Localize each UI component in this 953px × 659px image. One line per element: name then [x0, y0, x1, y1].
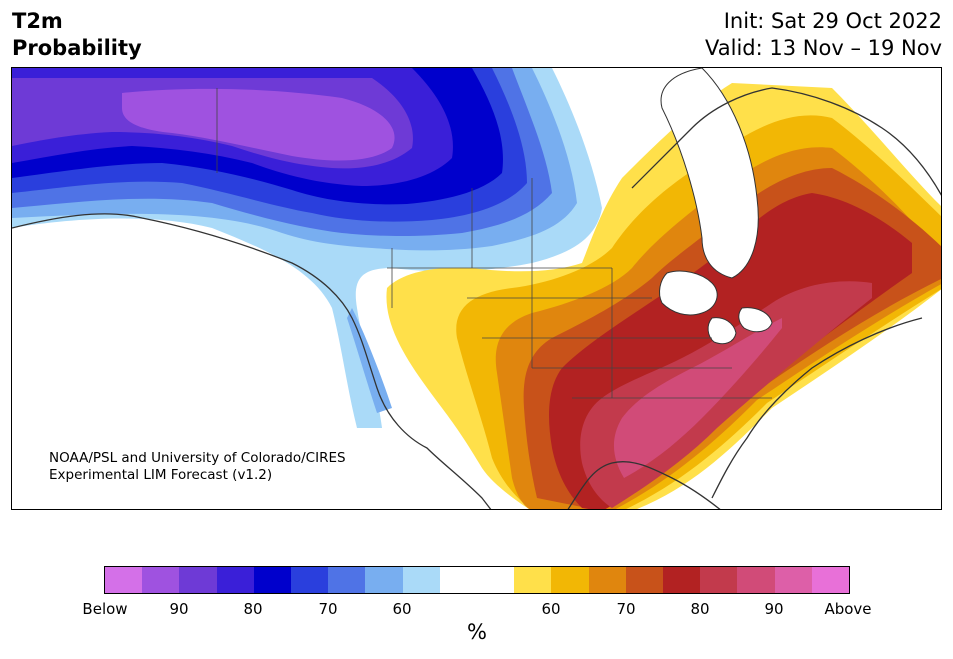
colorbar-swatch [365, 567, 403, 593]
colorbar-swatch [774, 567, 812, 593]
colorbar-tick-below: Below [82, 600, 128, 618]
title-line-2: Probability [12, 36, 142, 60]
colorbar-swatch [253, 567, 292, 593]
colorbar-tick-above-60: 60 [541, 600, 561, 618]
colorbar-swatch [216, 567, 254, 593]
colorbar-swatch [700, 567, 738, 593]
colorbar-unit: % [467, 620, 487, 644]
colorbar-tick-below-60: 60 [392, 600, 412, 618]
colorbar-swatch [179, 567, 217, 593]
colorbar-swatch [737, 567, 775, 593]
colorbar-swatch [142, 567, 180, 593]
lake-superior-shape [659, 270, 718, 316]
colorbar-swatch [551, 567, 589, 593]
colorbar-swatch [811, 567, 850, 593]
init-date: Init: Sat 29 Oct 2022 [723, 9, 942, 33]
forecast-dates: Init: Sat 29 Oct 2022 Valid: 13 Nov – 19… [705, 8, 942, 62]
water-bodies [659, 68, 773, 345]
colorbar-swatch [291, 567, 329, 593]
probability-colorbar [104, 566, 850, 594]
cold-anomaly-region [12, 68, 602, 428]
forecast-map [11, 67, 942, 510]
colorbar-tick-above-90: 90 [764, 600, 784, 618]
colorbar-swatch [514, 567, 552, 593]
credit-line-1: NOAA/PSL and University of Colorado/CIRE… [49, 450, 346, 466]
colorbar-swatch [328, 567, 366, 593]
hudson-bay-shape [660, 68, 759, 279]
colorbar-swatch [477, 567, 515, 593]
colorbar-tick-above: Above [824, 600, 872, 618]
political-boundaries [216, 88, 772, 399]
colorbar-swatch [625, 567, 664, 593]
colorbar-tick-above-80: 80 [690, 600, 710, 618]
colorbar-tick-below-80: 80 [243, 600, 263, 618]
map-title: T2m Probability [12, 8, 142, 62]
colorbar-tick-below-90: 90 [169, 600, 189, 618]
lake-michigan-shape [707, 317, 737, 345]
colorbar-tick-below-70: 70 [318, 600, 338, 618]
colorbar-swatch [588, 567, 626, 593]
title-line-1: T2m [12, 9, 63, 33]
map-canvas [12, 68, 941, 509]
colorbar-swatch [402, 567, 440, 593]
coastlines [12, 87, 941, 509]
credit-line-2: Experimental LIM Forecast (v1.2) [49, 467, 273, 483]
colorbar-swatch [439, 567, 478, 593]
colorbar-tick-above-70: 70 [616, 600, 636, 618]
colorbar-swatch [105, 567, 143, 593]
lake-huron-shape [738, 307, 773, 333]
colorbar-swatch [663, 567, 701, 593]
valid-dates: Valid: 13 Nov – 19 Nov [705, 36, 942, 60]
credit-text: NOAA/PSL and University of Colorado/CIRE… [49, 450, 346, 484]
